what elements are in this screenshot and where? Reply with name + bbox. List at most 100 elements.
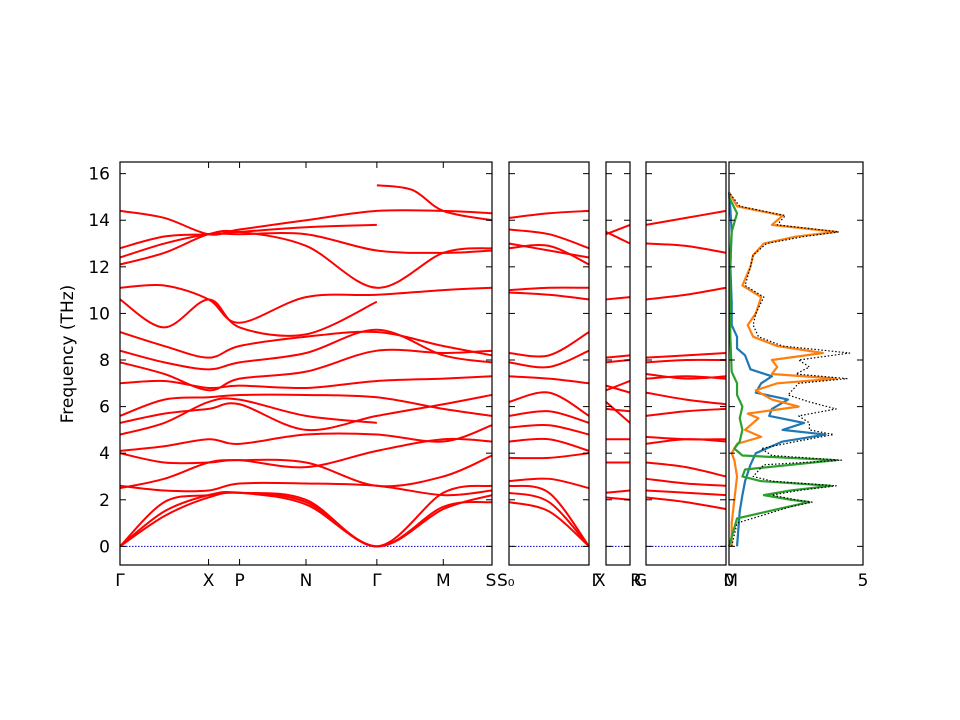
dos-panel-frame xyxy=(728,161,864,566)
dos-series-line xyxy=(727,196,838,547)
x-tick-label: X xyxy=(594,571,606,591)
phonon-band-line xyxy=(508,291,590,301)
phonon-band-line xyxy=(119,283,493,324)
phonon-band-line xyxy=(605,223,631,236)
y-tick-label: 10 xyxy=(88,304,110,324)
y-tick-label: 2 xyxy=(99,491,110,511)
panel-2: S₀ Γ xyxy=(497,161,602,591)
dos-series-line xyxy=(727,192,827,547)
phonon-band-line xyxy=(376,184,493,222)
phonon-band-line xyxy=(508,484,590,547)
x-tick-label: S₀ xyxy=(497,571,515,591)
phonon-band-line xyxy=(508,501,590,548)
phonon-band-line xyxy=(119,298,378,337)
dos-series-line xyxy=(728,191,851,547)
phonon-band-line xyxy=(119,491,493,548)
phonon-band-line xyxy=(119,424,493,452)
phonon-band-line xyxy=(119,393,493,432)
phonon-band-line xyxy=(119,491,493,548)
x-tick-label: M xyxy=(723,571,738,591)
phonon-band-line xyxy=(645,352,727,359)
phonon-band-line xyxy=(119,484,493,548)
y-tick-label: 0 xyxy=(99,537,110,557)
phonon-band-line xyxy=(508,375,590,385)
phonon-band-line xyxy=(119,397,377,436)
panel-frame xyxy=(605,161,631,566)
phonon-band-line xyxy=(119,437,493,469)
phonon-band-line xyxy=(508,437,590,452)
y-axis-label: Frequency (THz) xyxy=(58,285,78,424)
phonon-band-line xyxy=(645,461,727,478)
y-tick-label: 8 xyxy=(99,351,110,371)
phonon-band-line xyxy=(645,209,727,226)
phonon-band-line xyxy=(645,358,727,364)
phonon-band-line xyxy=(119,375,493,390)
phonon-band-line xyxy=(508,242,590,259)
phonon-band-line xyxy=(508,477,590,490)
dos-x-tick-label: 5 xyxy=(858,571,869,591)
x-tick-label: X xyxy=(203,571,215,591)
phonon-band-line xyxy=(605,354,631,359)
y-tick-label: 14 xyxy=(88,211,110,231)
dos-series-line xyxy=(728,191,838,547)
phonon-band-line xyxy=(508,423,590,436)
phonon-band-line xyxy=(508,228,590,250)
x-tick-label: Γ xyxy=(592,571,602,591)
panel-frame xyxy=(508,161,590,566)
panel-1: Γ X P N Γ M S 0 2 4 6 8 10 12 14 16 xyxy=(88,161,497,591)
y-tick-label: 12 xyxy=(88,258,110,278)
phonon-band-line xyxy=(605,401,631,424)
phonon-band-line xyxy=(119,348,493,392)
phonon-band-line xyxy=(605,384,631,394)
phonon-band-line xyxy=(508,244,590,266)
phonon-band-line xyxy=(119,232,493,259)
panel-frame xyxy=(645,161,727,566)
dos-x-tick-label: 0 xyxy=(724,571,735,591)
x-tick-label: R xyxy=(630,571,642,591)
phonon-band-line xyxy=(119,454,493,490)
phonon-band-line xyxy=(119,393,493,417)
x-tick-label: G xyxy=(634,571,647,591)
x-tick-label: M xyxy=(436,571,451,591)
phonon-band-line xyxy=(605,380,631,392)
phonon-band-line xyxy=(508,410,590,424)
phonon-band-line xyxy=(119,330,493,359)
phonon-band-line xyxy=(119,328,493,371)
phonon-band-line xyxy=(605,489,631,494)
phonon-band-line xyxy=(508,452,590,460)
phonon-band-line xyxy=(119,481,493,497)
y-tick-label: 4 xyxy=(99,444,110,464)
y-tick-label: 6 xyxy=(99,398,110,418)
phonon-band-line xyxy=(645,489,727,497)
phonon-band-line xyxy=(645,391,727,406)
phonon-band-line xyxy=(645,477,727,487)
x-tick-label: Γ xyxy=(372,571,382,591)
phonon-band-line xyxy=(119,209,493,236)
phonon-band-line xyxy=(605,230,631,245)
phonon-band-line xyxy=(645,372,727,380)
phonon-band-line xyxy=(508,491,590,548)
phonon-band-line xyxy=(645,496,727,511)
phonon-band-line xyxy=(508,286,590,292)
phonon-band-line xyxy=(508,209,590,219)
panel-frame xyxy=(119,161,493,566)
phonon-band-line xyxy=(605,407,631,413)
phonon-band-line xyxy=(119,229,493,289)
phonon-band-line xyxy=(508,391,590,417)
phonon-band-line xyxy=(508,331,590,358)
phonon-band-line xyxy=(508,349,590,369)
phonon-band-line xyxy=(605,296,631,301)
phonon-band-line xyxy=(645,242,727,254)
phonon-band-line xyxy=(645,286,727,301)
phonon-band-line xyxy=(645,407,727,417)
y-tick-label: 16 xyxy=(88,165,110,185)
x-tick-label: N xyxy=(300,571,313,591)
x-tick-label: S xyxy=(486,571,497,591)
x-tick-label: P xyxy=(234,571,244,591)
phonon-band-line xyxy=(645,435,727,441)
